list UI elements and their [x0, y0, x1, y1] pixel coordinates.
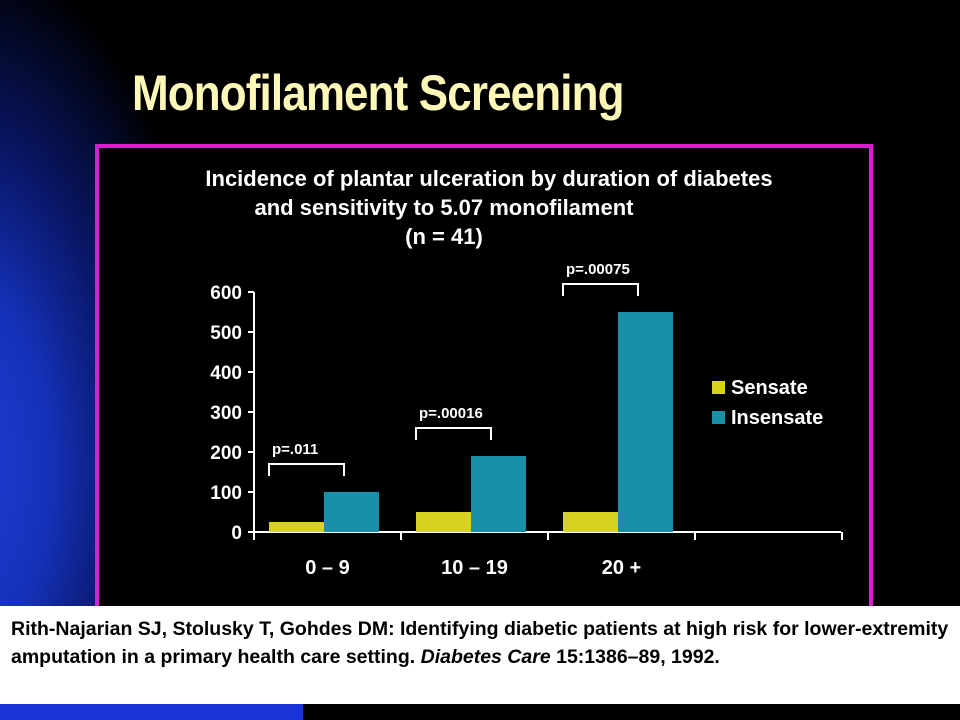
y-tick-label: 300 — [210, 403, 242, 424]
legend-swatch — [712, 411, 725, 424]
insensate-bar — [324, 492, 379, 532]
p-value-label: p=.00075 — [566, 261, 630, 278]
insensate-bar — [618, 312, 673, 532]
x-category-label: 0 – 9 — [305, 557, 349, 579]
significance-bracket — [562, 283, 639, 296]
p-value-label: p=.011 — [272, 441, 318, 458]
sensate-bar — [269, 522, 324, 532]
legend-label: Insensate — [731, 407, 823, 429]
significance-bracket — [268, 463, 345, 476]
p-value-label: p=.00016 — [419, 405, 483, 422]
y-tick-label: 100 — [210, 483, 242, 504]
bottom-accent-bar — [0, 704, 303, 720]
y-tick-label: 400 — [210, 363, 242, 384]
insensate-bar — [471, 456, 526, 532]
y-tick-label: 500 — [210, 323, 242, 344]
chart-title-line: and sensitivity to 5.07 monofilament — [255, 195, 635, 220]
slide-title: Monofilament Screening — [132, 65, 624, 121]
bar-chart: Incidence of plantar ulceration by durat… — [205, 166, 843, 579]
legend-swatch — [712, 381, 725, 394]
citation-journal: Diabetes Care — [420, 646, 551, 668]
significance-bracket — [415, 427, 492, 440]
y-tick-label: 200 — [210, 443, 242, 464]
legend-label: Sensate — [731, 377, 808, 399]
chart-title-line: (n = 41) — [405, 224, 483, 249]
citation-box: Rith-Najarian SJ, Stolusky T, Gohdes DM:… — [0, 606, 960, 704]
sensate-bar — [416, 512, 471, 532]
x-category-label: 10 – 19 — [441, 557, 508, 579]
y-tick-label: 0 — [231, 523, 242, 544]
citation-text: Rith-Najarian SJ, Stolusky T, Gohdes DM:… — [11, 618, 949, 668]
chart-title-line: Incidence of plantar ulceration by durat… — [205, 166, 772, 191]
sensate-bar — [563, 512, 618, 532]
x-category-label: 20 + — [602, 557, 641, 579]
chart-panel: Incidence of plantar ulceration by durat… — [95, 144, 873, 624]
y-tick-label: 600 — [210, 283, 242, 304]
citation-text-end: 15:1386–89, 1992. — [550, 646, 720, 668]
